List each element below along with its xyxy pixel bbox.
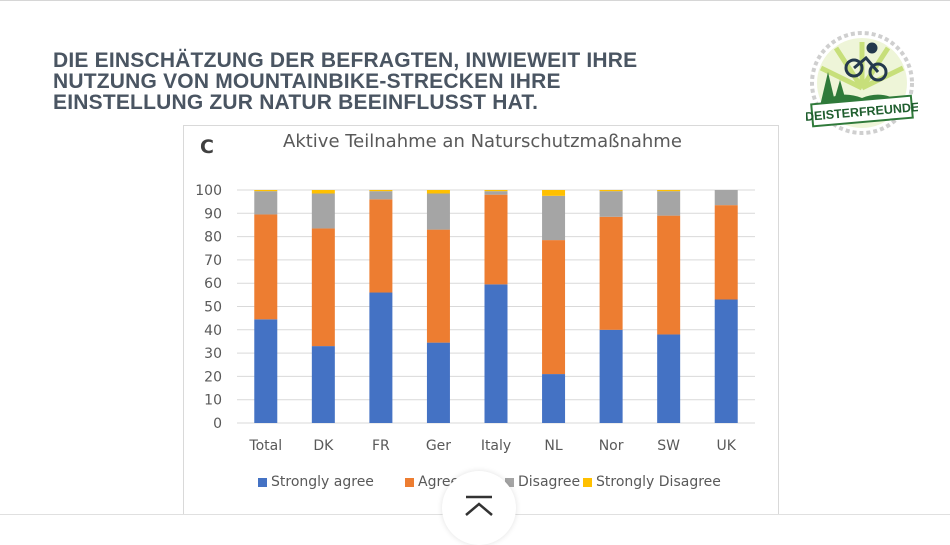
bar-segment-strongly-agree <box>714 299 738 423</box>
bar-segment-strongly-agree <box>542 374 566 423</box>
bar-segment-strongly-agree <box>369 292 393 423</box>
slide-title-line: NUTZUNG VON MOUNTAINBIKE-STRECKEN IHRE <box>53 70 561 93</box>
slide-title-line: DIE EINSCHÄTZUNG DER BEFRAGTEN, INWIEWEI… <box>53 49 638 72</box>
y-tick-label: 70 <box>204 253 222 269</box>
stacked-bar-chart: 0 10 20 30 40 50 60 70 80 90 100 Total DK FR Ger Italy N… <box>195 183 755 454</box>
x-tick-label: UK <box>717 438 737 454</box>
top-divider <box>0 0 950 1</box>
slide-title-line: EINSTELLUNG ZUR NATUR BEEINFLUSST HAT. <box>53 91 539 114</box>
bike-rider-icon <box>844 42 888 82</box>
bar-segment-disagree <box>484 191 508 195</box>
legend-swatch <box>258 477 267 487</box>
y-tick-label: 80 <box>204 230 222 246</box>
bar-segment-agree <box>311 228 335 347</box>
bar-segment-agree <box>599 216 623 330</box>
bar-segment-strongly-disagree <box>369 190 393 192</box>
bar-segment-disagree <box>311 193 335 229</box>
bar-segment-strongly-disagree <box>599 190 623 192</box>
x-tick-label: Ger <box>426 438 451 454</box>
scroll-to-top-button[interactable] <box>442 471 516 545</box>
x-tick-label: Nor <box>599 438 624 454</box>
y-tick-label: 30 <box>204 346 222 362</box>
chevron-up-to-top-icon <box>465 495 493 516</box>
chart-title: Aktive Teilnahme an Naturschutzmaßnahme <box>283 131 682 152</box>
bar-segment-agree <box>484 194 508 285</box>
x-tick-label: DK <box>313 438 334 454</box>
bar-segment-strongly-disagree <box>542 190 566 196</box>
y-tick-label: 50 <box>204 300 222 316</box>
bar-segment-disagree <box>426 193 450 230</box>
bar-segment-strongly-agree <box>311 346 335 423</box>
bar-segment-agree <box>254 214 278 320</box>
legend-swatch <box>583 477 592 487</box>
x-tick-label: SW <box>657 438 680 454</box>
y-tick-label: 0 <box>213 416 222 432</box>
y-tick-label: 20 <box>204 369 222 385</box>
logo-banner: DEISTERFREUNDE <box>806 94 918 128</box>
bar-segment-agree <box>657 215 681 335</box>
bar-segment-strongly-agree <box>484 284 508 423</box>
y-tick-label: 10 <box>204 393 222 409</box>
y-tick-label: 60 <box>204 276 222 292</box>
y-tick-label: 40 <box>204 323 222 339</box>
bar-segment-strongly-disagree <box>657 190 681 192</box>
legend-label: Strongly Disagree <box>596 474 721 490</box>
bar-segment-strongly-disagree <box>254 190 278 192</box>
bar-segment-strongly-agree <box>599 329 623 423</box>
bar-segment-disagree <box>254 191 278 215</box>
bar-segment-disagree <box>714 190 738 206</box>
y-tick-label: 100 <box>195 183 222 199</box>
legend-item: Strongly Disagree <box>583 474 721 490</box>
legend-swatch <box>505 477 514 487</box>
legend-label: Disagree <box>518 474 581 490</box>
slide-title: DIE EINSCHÄTZUNG DER BEFRAGTEN, INWIEWEI… <box>53 50 773 113</box>
x-tick-label: Total <box>248 438 282 454</box>
bar-segment-strongly-agree <box>657 334 681 423</box>
x-tick-label: Italy <box>481 438 511 454</box>
x-tick-label: NL <box>544 438 562 454</box>
bar-segment-disagree <box>657 191 681 216</box>
bar-segment-strongly-agree <box>254 319 278 423</box>
bar-segment-agree <box>714 205 738 300</box>
bar-segment-agree <box>426 229 450 343</box>
bar-segment-strongly-disagree <box>484 190 508 192</box>
bar-segment-disagree <box>542 195 566 241</box>
bar-segment-strongly-disagree <box>426 190 450 194</box>
y-tick-label: 90 <box>204 206 222 222</box>
legend-item: Strongly agree <box>258 474 374 490</box>
x-tick-label: FR <box>372 438 390 454</box>
legend-label: Strongly agree <box>271 474 374 490</box>
legend-swatch <box>405 477 414 487</box>
bar-segment-strongly-agree <box>426 342 450 423</box>
bar-segment-agree <box>369 199 393 293</box>
panel-label: C <box>200 136 214 158</box>
bar-segment-agree <box>542 240 566 375</box>
deisterfreunde-logo: DEISTERFREUNDE <box>806 31 918 135</box>
bar-segment-strongly-disagree <box>311 190 335 194</box>
legend-item: Disagree <box>505 474 580 490</box>
bar-segment-disagree <box>599 191 623 217</box>
bar-segment-disagree <box>369 191 393 200</box>
